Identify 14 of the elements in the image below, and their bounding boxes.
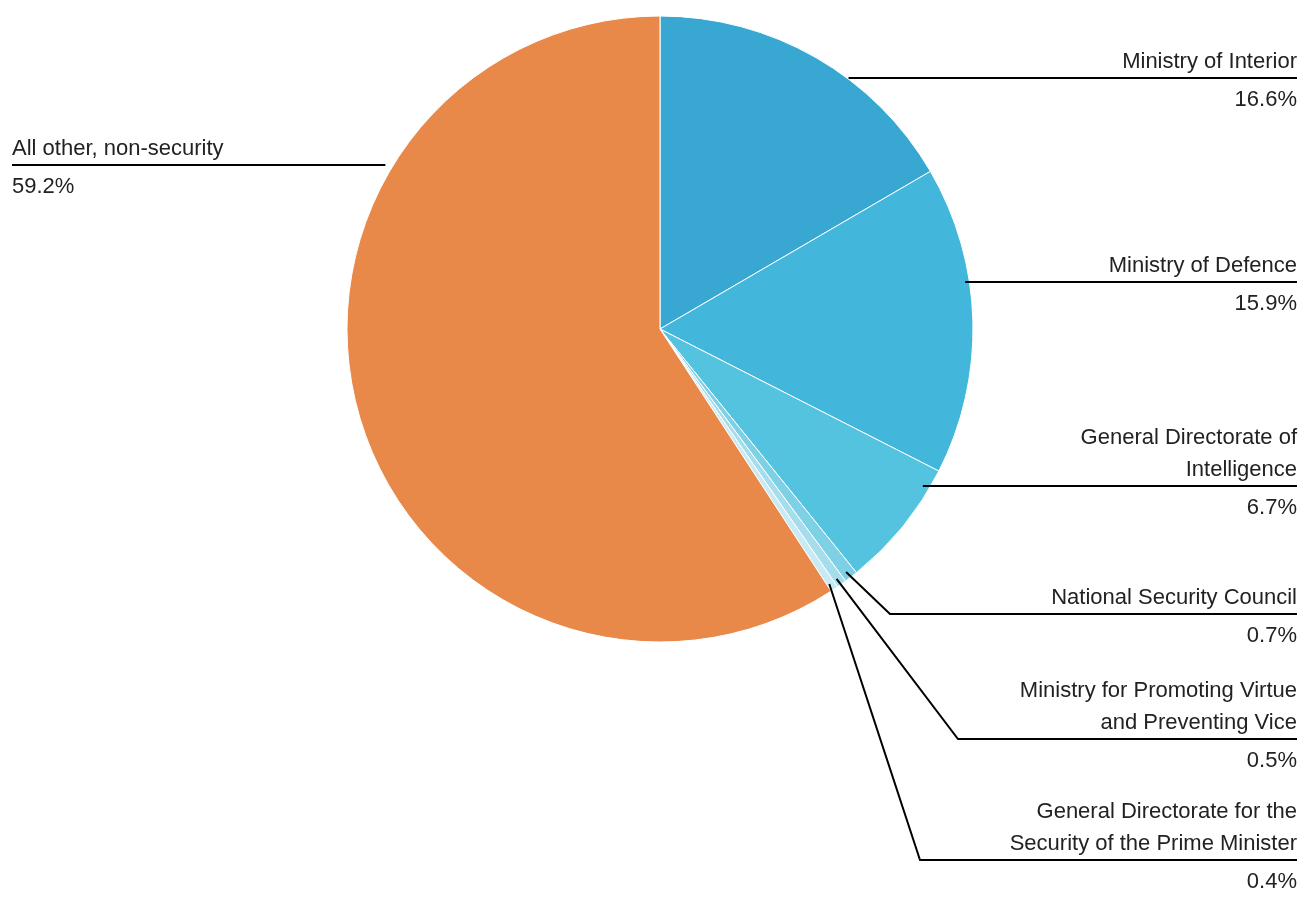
slice-label: General Directorate for the Security of the Prime Minister bbox=[1009, 798, 1297, 855]
data-label: 6.7% bbox=[1246, 494, 1297, 519]
slice-label: National Security Council bbox=[1051, 584, 1297, 609]
slice-label: All other, non-security bbox=[12, 135, 224, 160]
slice-label: General Directorate of Intelligence bbox=[1080, 424, 1298, 481]
data-label: 0.7% bbox=[1246, 622, 1297, 647]
data-label: 59.2% bbox=[12, 173, 75, 198]
data-label: 0.4% bbox=[1246, 868, 1297, 893]
slice-label: Ministry of Interior bbox=[1122, 48, 1297, 73]
slice-label: Ministry for Promoting Virtue and Preventing Vice bbox=[1019, 677, 1297, 734]
data-label: 0.5% bbox=[1246, 747, 1297, 772]
data-label: 16.6% bbox=[1234, 86, 1297, 111]
data-label: 15.9% bbox=[1234, 290, 1297, 315]
slice-label: Ministry of Defence bbox=[1108, 252, 1297, 277]
